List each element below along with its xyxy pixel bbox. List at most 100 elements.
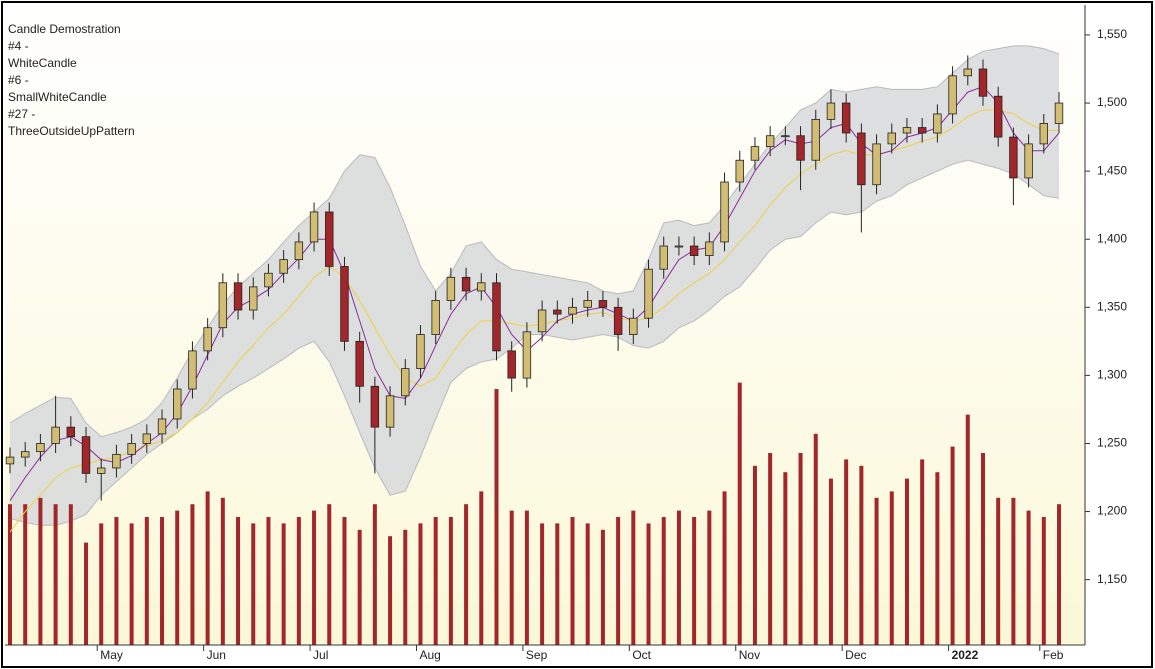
y-tick-label: 1,550	[1097, 27, 1127, 41]
volume-bar	[1011, 497, 1016, 645]
annotation: #6 -	[8, 73, 29, 87]
volume-bar	[844, 459, 849, 645]
candle-body	[933, 113, 942, 134]
volume-bar	[266, 517, 271, 645]
candle-body	[553, 309, 562, 315]
y-tick-label: 1,350	[1097, 299, 1127, 313]
candle-body	[401, 368, 410, 397]
volume-bar	[251, 523, 256, 645]
candle-body	[1054, 102, 1064, 124]
candle-body	[811, 118, 820, 161]
volume-bar	[281, 523, 286, 645]
candle-body	[355, 340, 364, 387]
candle-body	[416, 334, 425, 369]
volume-bar	[403, 529, 408, 645]
candle-body	[887, 132, 896, 145]
candle-body	[446, 276, 456, 301]
x-tick-label: Jun	[207, 648, 226, 662]
candle-body	[173, 388, 182, 420]
volume-bar	[1041, 517, 1046, 645]
candle-body	[507, 350, 516, 379]
volume-bar	[357, 529, 362, 645]
volume-bar	[692, 517, 697, 645]
volume-bar	[296, 517, 301, 645]
candle-body	[522, 331, 532, 379]
candle-body	[917, 127, 927, 134]
candle-body	[294, 241, 304, 261]
x-tick-label: Dec	[845, 648, 866, 662]
volume-bar	[798, 453, 803, 645]
candle-body	[735, 159, 744, 183]
volume-bar	[8, 504, 12, 645]
candle-body	[385, 395, 395, 428]
annotation: Candle Demostration	[8, 22, 121, 36]
volume-bar	[600, 529, 605, 645]
candle-body	[537, 309, 547, 333]
y-tick-label: 1,450	[1097, 163, 1127, 177]
candle-body	[477, 282, 486, 292]
volume-bar	[540, 523, 545, 645]
candle-body	[203, 327, 212, 352]
volume-bar	[53, 504, 58, 645]
candle-body	[902, 127, 912, 134]
upper-band	[9, 45, 1060, 438]
annotation: #27 -	[8, 107, 35, 121]
candle-body	[370, 385, 380, 428]
volume-bar	[752, 465, 757, 645]
fast-ma	[9, 86, 1060, 501]
x-tick-label: May	[100, 648, 123, 662]
candle-body	[857, 132, 866, 186]
volume-bar	[676, 510, 681, 645]
volume-bar	[479, 491, 484, 645]
volume-bar	[950, 446, 955, 645]
candle-body	[1024, 143, 1033, 179]
x-tick-label: Feb	[1043, 648, 1064, 662]
candle-body	[233, 282, 243, 311]
candle-body	[750, 146, 760, 161]
volume-bar	[768, 453, 773, 645]
candle-body	[112, 453, 121, 469]
candle-body	[81, 436, 91, 474]
candle-body	[781, 135, 790, 138]
candle-body	[188, 350, 197, 390]
volume-bar	[935, 472, 940, 645]
candle-body	[127, 443, 136, 455]
volume-bar	[722, 491, 727, 645]
candle-body	[279, 259, 288, 274]
volume-bar	[570, 517, 575, 645]
annotation: WhiteCandle	[8, 56, 77, 70]
volume-bar	[965, 414, 970, 645]
volume-bar	[220, 497, 225, 645]
volume-bar	[68, 504, 73, 645]
volume-bar	[1057, 504, 1061, 645]
candle-body	[461, 276, 471, 292]
volume-bar	[433, 517, 438, 645]
volume-bar	[616, 517, 621, 645]
volume-bar	[205, 491, 210, 645]
volume-bar	[84, 542, 89, 645]
volume-bar	[555, 523, 560, 645]
candle-body	[841, 102, 851, 134]
candle-body	[431, 300, 440, 335]
candle-body	[568, 306, 577, 315]
x-tick-label: Nov	[739, 648, 760, 662]
volume-bar	[631, 510, 636, 645]
volume-bar	[509, 510, 514, 645]
volume-bar	[585, 523, 590, 645]
y-tick-label: 1,150	[1097, 572, 1127, 586]
volume-bar	[1026, 510, 1031, 645]
x-tick-label: 2022	[952, 648, 979, 662]
volume-bar	[190, 504, 195, 645]
candle-body	[963, 68, 972, 77]
volume-bar	[813, 433, 818, 645]
candle-body	[644, 268, 653, 319]
plot-area	[5, 45, 1064, 645]
volume-bar	[904, 478, 909, 645]
candle-body	[142, 433, 152, 444]
y-tick-label: 1,300	[1097, 368, 1127, 382]
volume-bar	[524, 510, 529, 645]
candle-body	[325, 211, 334, 267]
candle-body	[674, 245, 684, 248]
candle-body	[872, 143, 881, 186]
